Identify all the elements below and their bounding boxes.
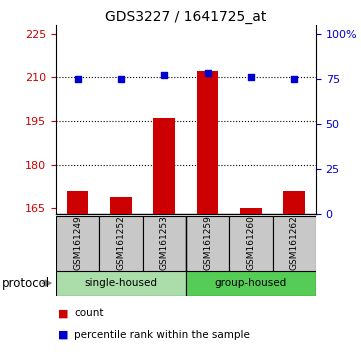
Point <box>291 76 297 82</box>
Text: GSM161262: GSM161262 <box>290 215 299 270</box>
Point <box>118 76 124 82</box>
Bar <box>99 216 143 271</box>
Bar <box>110 197 132 214</box>
Text: single-housed: single-housed <box>84 278 157 288</box>
Text: count: count <box>74 308 104 318</box>
Bar <box>56 216 99 271</box>
Text: protocol: protocol <box>2 278 50 290</box>
Text: GSM161249: GSM161249 <box>73 215 82 270</box>
Bar <box>240 209 262 214</box>
Bar <box>283 191 305 214</box>
Point <box>248 74 254 80</box>
Title: GDS3227 / 1641725_at: GDS3227 / 1641725_at <box>105 10 267 24</box>
Bar <box>229 216 273 271</box>
Bar <box>56 271 186 296</box>
Bar <box>273 216 316 271</box>
Bar <box>153 118 175 214</box>
Text: percentile rank within the sample: percentile rank within the sample <box>74 330 250 339</box>
Text: group-housed: group-housed <box>215 278 287 288</box>
Text: ■: ■ <box>58 330 68 339</box>
Point <box>161 73 167 78</box>
Bar <box>197 72 218 214</box>
Bar <box>67 191 88 214</box>
Point <box>75 76 81 82</box>
Text: GSM161260: GSM161260 <box>247 215 255 270</box>
Text: GSM161253: GSM161253 <box>160 215 169 270</box>
Bar <box>186 271 316 296</box>
Text: GSM161259: GSM161259 <box>203 215 212 270</box>
Text: GSM161252: GSM161252 <box>117 215 125 270</box>
Text: ■: ■ <box>58 308 68 318</box>
Bar <box>186 216 229 271</box>
Point <box>205 71 210 76</box>
Bar <box>143 216 186 271</box>
